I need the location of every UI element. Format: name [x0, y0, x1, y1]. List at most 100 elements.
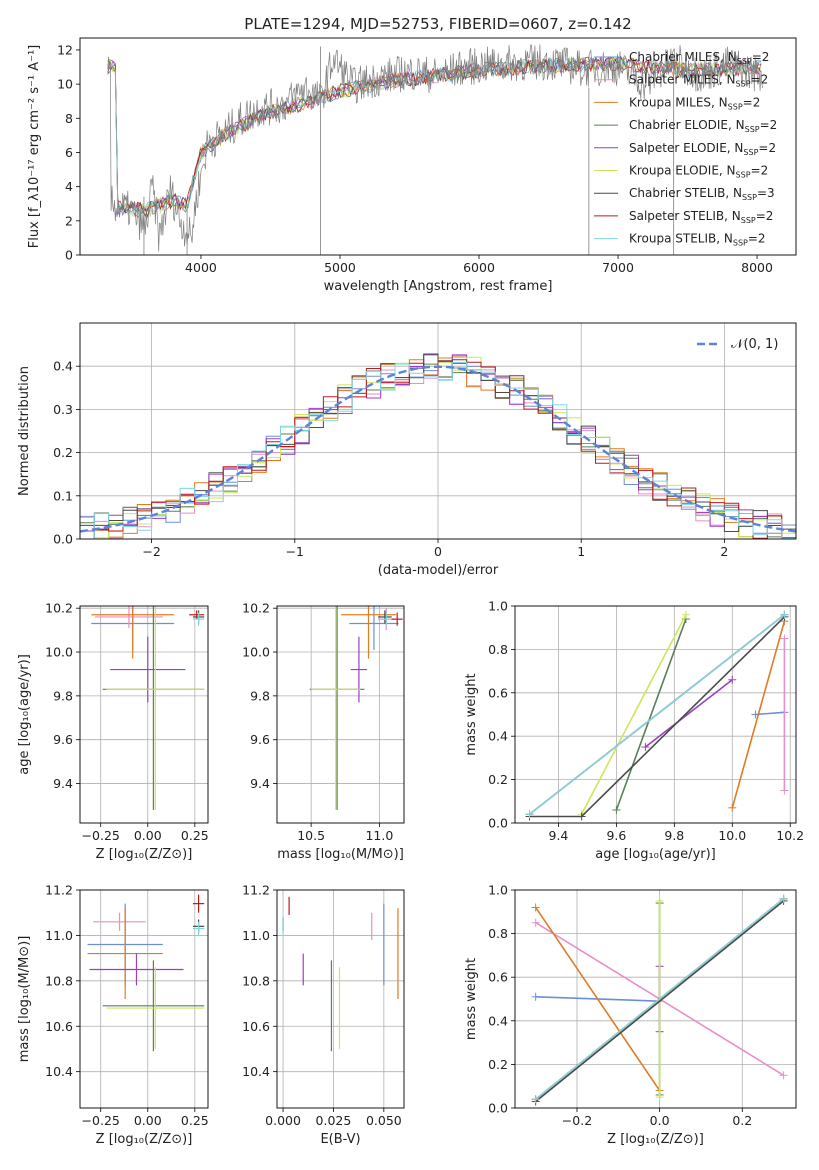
mass_vs_z-ytick-label: 10.4	[45, 1064, 73, 1079]
mass_vs_ebv-xtick-label: 0.050	[366, 1113, 402, 1128]
residuals-xtick-label: −1	[286, 544, 304, 559]
legend-suffix: =2	[760, 118, 778, 132]
weight_vs_age-series-line	[580, 614, 687, 815]
mass_vs_ebv-ytick-label: 11.0	[242, 928, 270, 943]
spectrum-axes: 4000 5000 6000 7000 8000 0 2 4 6 8 10 12	[57, 42, 773, 275]
age_vs_z-ytick-label: 10.2	[45, 601, 73, 616]
legend-sub: SSP	[736, 171, 751, 180]
age_vs_z-points	[91, 606, 205, 810]
weight_vs_age-ytick-label: 0.8	[488, 642, 508, 657]
weight_vs_age-xtick-label: 10.0	[718, 828, 746, 843]
age_vs_mass-ytick-label: 10.0	[242, 645, 270, 660]
legend-entry: Kroupa ELODIE, NSSP=2	[629, 164, 768, 180]
weight_vs_z-xtick-label: 0.0	[650, 1113, 670, 1128]
mass_vs_ebv-frame	[276, 889, 405, 1109]
weight_vs_z-ytick-label: 0.6	[488, 970, 508, 985]
mass_vs_z-ylabel: mass [log₁₀(M/M⊙)]	[17, 936, 32, 1063]
mass_vs_z-frame	[79, 889, 209, 1109]
residuals-ytick-label: 0.0	[53, 532, 73, 547]
weight_vs_z-ytick-label: 0.0	[488, 1101, 508, 1116]
weight_vs_z-ytick-label: 0.2	[488, 1057, 508, 1072]
weight_vs_age-ylabel: mass weight	[464, 673, 479, 755]
legend-suffix: =2	[743, 95, 761, 109]
weight_vs_z-series-line	[535, 900, 785, 1103]
spectrum-xtick-label: 6000	[463, 260, 495, 275]
weight_vs_age-ytick-label: 0.2	[488, 772, 508, 787]
mass_vs_z-xtick-label: 0.25	[181, 1113, 209, 1128]
residuals-ylabel: Normed distribution	[17, 366, 32, 496]
weight_vs_age-series-line	[755, 711, 785, 716]
legend-entry: Chabrier ELODIE, NSSP=2	[629, 118, 777, 134]
weight_vs_age-ytick-label: 1.0	[488, 599, 508, 614]
weight_vs_z-lines	[531, 894, 788, 1106]
age_vs_z-xtick-label: 0.00	[134, 828, 162, 843]
weight_vs_z-xlabel: Z [log₁₀(Z/Z⊙)]	[607, 1132, 704, 1147]
mass_vs_z-ytick-label: 10.6	[45, 1019, 73, 1034]
residuals-xtick-label: 0	[434, 544, 442, 559]
age_vs_z-frame	[79, 605, 209, 824]
legend-sub: SSP	[737, 57, 752, 66]
residuals-ytick-label: 0.2	[53, 445, 73, 460]
residual-histogram	[80, 361, 796, 539]
weight_vs_age-xlabel: age [log₁₀(age/yr)]	[595, 847, 716, 862]
age_vs_mass-xtick-label: 11.0	[365, 828, 393, 843]
legend-suffix: =2	[752, 50, 770, 64]
age_vs_z-ytick-label: 9.8	[53, 688, 73, 703]
spectrum-xtick-label: 5000	[324, 260, 356, 275]
spectrum-xtick-label: 7000	[602, 260, 634, 275]
legend-sub: SSP	[733, 239, 748, 248]
weight_vs_z-series-line	[535, 906, 661, 1092]
residuals-ytick-label: 0.3	[53, 402, 73, 417]
spectrum-ytick-label: 12	[57, 42, 73, 57]
age_vs_mass-axes: 10.5 11.0 9.4 9.6 9.8 10.0 10.2	[242, 601, 404, 843]
spectrum-lines	[107, 44, 763, 255]
spectrum-ylabel: Flux [f_λ10⁻¹⁷ erg cm⁻² s⁻¹ A⁻¹]	[27, 45, 42, 249]
weight_vs_age-series-line	[644, 679, 733, 748]
weight_vs_z-ylabel: mass weight	[464, 958, 479, 1040]
residuals-xtick-label: 1	[577, 544, 585, 559]
residuals-xlabel: (data-model)/error	[378, 563, 499, 578]
mass_vs_ebv-ytick-label: 10.8	[242, 973, 270, 988]
spectrum-ytick-label: 0	[65, 248, 73, 263]
age_vs_mass-xtick-label: 10.5	[297, 828, 325, 843]
legend-sub: SSP	[736, 80, 751, 89]
weight_vs_age-series-line	[731, 620, 786, 809]
weight_vs_z-ytick-label: 0.4	[488, 1013, 508, 1028]
gaussian-legend-label: 𝒩(0, 1)	[731, 337, 778, 352]
legend-entry: Salpeter MILES, NSSP=2	[629, 73, 768, 89]
mass_vs_z-xtick-label: 0.00	[134, 1113, 162, 1128]
weight_vs_age-series-line	[529, 614, 785, 815]
mass_vs_z-ytick-label: 11.0	[45, 928, 73, 943]
legend-suffix: =2	[748, 232, 766, 246]
age_vs_mass-points	[309, 606, 403, 810]
age_vs_mass-xlabel: mass [log₁₀(M/M⊙)]	[277, 847, 404, 862]
legend-entry: Salpeter ELODIE, NSSP=2	[629, 141, 776, 157]
spectrum-xtick-label: 8000	[741, 260, 773, 275]
gaussian-curve	[80, 365, 796, 533]
age_vs_z-xtick-label: −0.25	[82, 828, 120, 843]
residual-histogram	[80, 360, 796, 539]
legend-sub: SSP	[745, 125, 760, 134]
legend-sub: SSP	[741, 216, 756, 225]
mass_vs_ebv-xtick-label: 0.000	[265, 1113, 301, 1128]
mass_vs_ebv-xtick-label: 0.025	[316, 1113, 352, 1128]
mass_vs_z-points	[87, 894, 205, 1052]
residuals-xtick-label: 2	[720, 544, 728, 559]
age_vs_mass-ytick-label: 9.4	[250, 776, 270, 791]
weight_vs_age-frame	[514, 605, 797, 824]
age_vs_z-ytick-label: 10.0	[45, 645, 73, 660]
legend-entry: Chabrier MILES, NSSP=2	[629, 50, 769, 66]
mass_vs_ebv-ytick-label: 10.6	[242, 1019, 270, 1034]
age_vs_mass-ytick-label: 9.6	[250, 732, 270, 747]
residuals-xtick-label: −2	[142, 544, 160, 559]
spectrum-xlabel: wavelength [Angstrom, rest frame]	[324, 279, 553, 294]
age_vs_mass-ytick-label: 9.8	[250, 688, 270, 703]
residuals-frame	[79, 322, 797, 540]
legend-suffix: =3	[757, 186, 775, 200]
legend-suffix: =2	[751, 164, 769, 178]
weight_vs_age-xtick-label: 9.8	[664, 828, 684, 843]
age_vs_z-xlabel: Z [log₁₀(Z/Z⊙)]	[96, 847, 193, 862]
age_vs_mass-ytick-label: 10.2	[242, 601, 270, 616]
weight_vs_age-ytick-label: 0.0	[488, 816, 508, 831]
